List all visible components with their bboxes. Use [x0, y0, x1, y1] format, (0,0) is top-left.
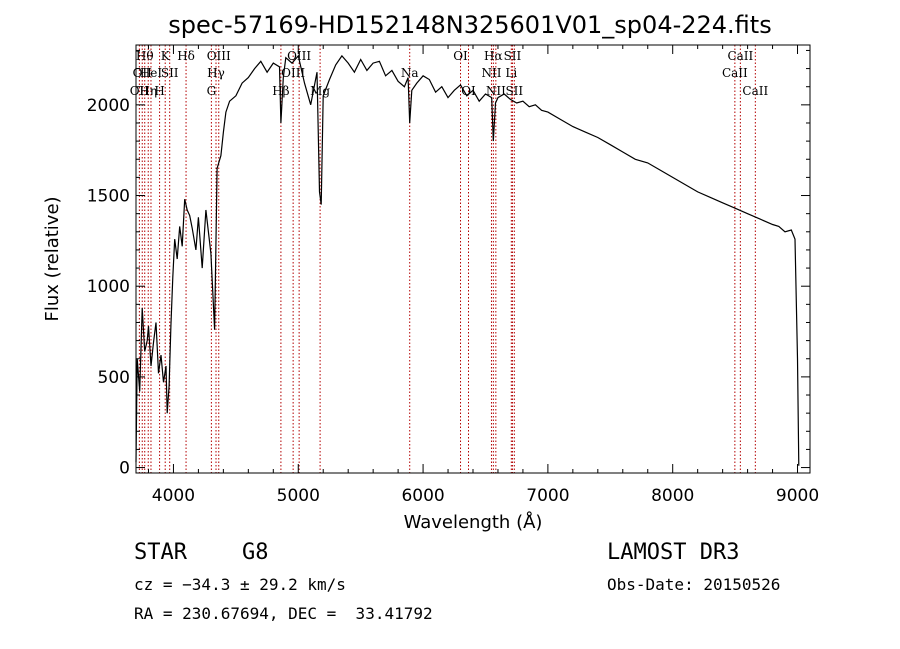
line-marker-label: CaII: [722, 66, 748, 80]
line-marker-label: Mg: [310, 84, 330, 98]
line-marker-label: Na: [401, 66, 419, 80]
spectrum-line: [135, 54, 800, 466]
line-marker-label: SII: [504, 49, 522, 63]
line-marker-label: OIII: [287, 49, 311, 63]
obs-date: Obs-Date: 20150526: [607, 575, 781, 594]
spectral-subclass: G8: [242, 540, 269, 565]
line-marker-label: HeI: [140, 66, 163, 80]
y-tick-label: 0: [119, 459, 130, 479]
coordinates: RA = 230.67694, DEC = 33.41792: [134, 604, 433, 623]
line-marker-label: CaII: [727, 49, 753, 63]
y-tick-label: 500: [98, 368, 130, 388]
line-marker-label: H: [154, 84, 164, 98]
line-marker-label: OIII: [207, 49, 231, 63]
x-tick-label: 4000: [152, 486, 195, 506]
x-tick-label: 8000: [651, 486, 694, 506]
line-marker-label: Hη: [139, 84, 157, 98]
line-marker-label: NII: [481, 66, 501, 80]
line-marker-label: Li: [505, 66, 517, 80]
x-tick-label: 5000: [277, 486, 320, 506]
y-axis-ticks: 0 500 1000 1500 2000: [87, 49, 810, 479]
line-marker-label: Hβ: [272, 84, 289, 98]
y-tick-label: 1000: [87, 277, 130, 297]
redshift-readout: cz = −34.3 ± 29.2 km/s: [134, 575, 346, 594]
plot-frame: [135, 44, 811, 474]
y-tick-label: 2000: [87, 96, 130, 116]
x-tick-label: 9000: [776, 486, 819, 506]
line-marker-label: SII: [505, 84, 523, 98]
line-marker-label: K: [161, 49, 171, 63]
line-marker-label: OI: [461, 84, 476, 98]
x-axis-label: Wavelength (Å): [404, 511, 543, 533]
line-marker-label: NII: [486, 84, 506, 98]
line-marker-label: OIII: [281, 66, 305, 80]
line-marker-label: OII: [130, 84, 150, 98]
x-axis-ticks: 4000 5000 6000 7000 8000 9000: [147, 45, 819, 506]
line-marker-label: G: [207, 84, 217, 98]
x-tick-label: 6000: [401, 486, 444, 506]
spectral-line-labels: OII OII Hθ Hη HeI H K SII Hδ G Hγ OIII Hβ OIII OIII Mg N…: [130, 49, 769, 98]
spectral-line-markers: [138, 45, 756, 473]
line-marker-label: SII: [161, 66, 179, 80]
x-tick-label: 7000: [526, 486, 569, 506]
line-marker-label: OII: [133, 66, 153, 80]
line-marker-label: OI: [453, 49, 468, 63]
line-marker-label: Hθ: [136, 49, 154, 63]
chart-title: spec-57169-HD152148N325601V01_sp04-224.f…: [168, 11, 771, 39]
y-axis-label: Flux (relative): [42, 196, 63, 321]
line-marker-label: Hγ: [207, 66, 225, 80]
line-marker-label: Hα: [484, 49, 503, 63]
line-marker-label: Hδ: [177, 49, 195, 63]
y-tick-label: 1500: [87, 187, 130, 207]
object-class: STAR: [134, 540, 187, 565]
line-marker-label: CaII: [742, 84, 768, 98]
survey-name: LAMOST DR3: [607, 540, 740, 565]
